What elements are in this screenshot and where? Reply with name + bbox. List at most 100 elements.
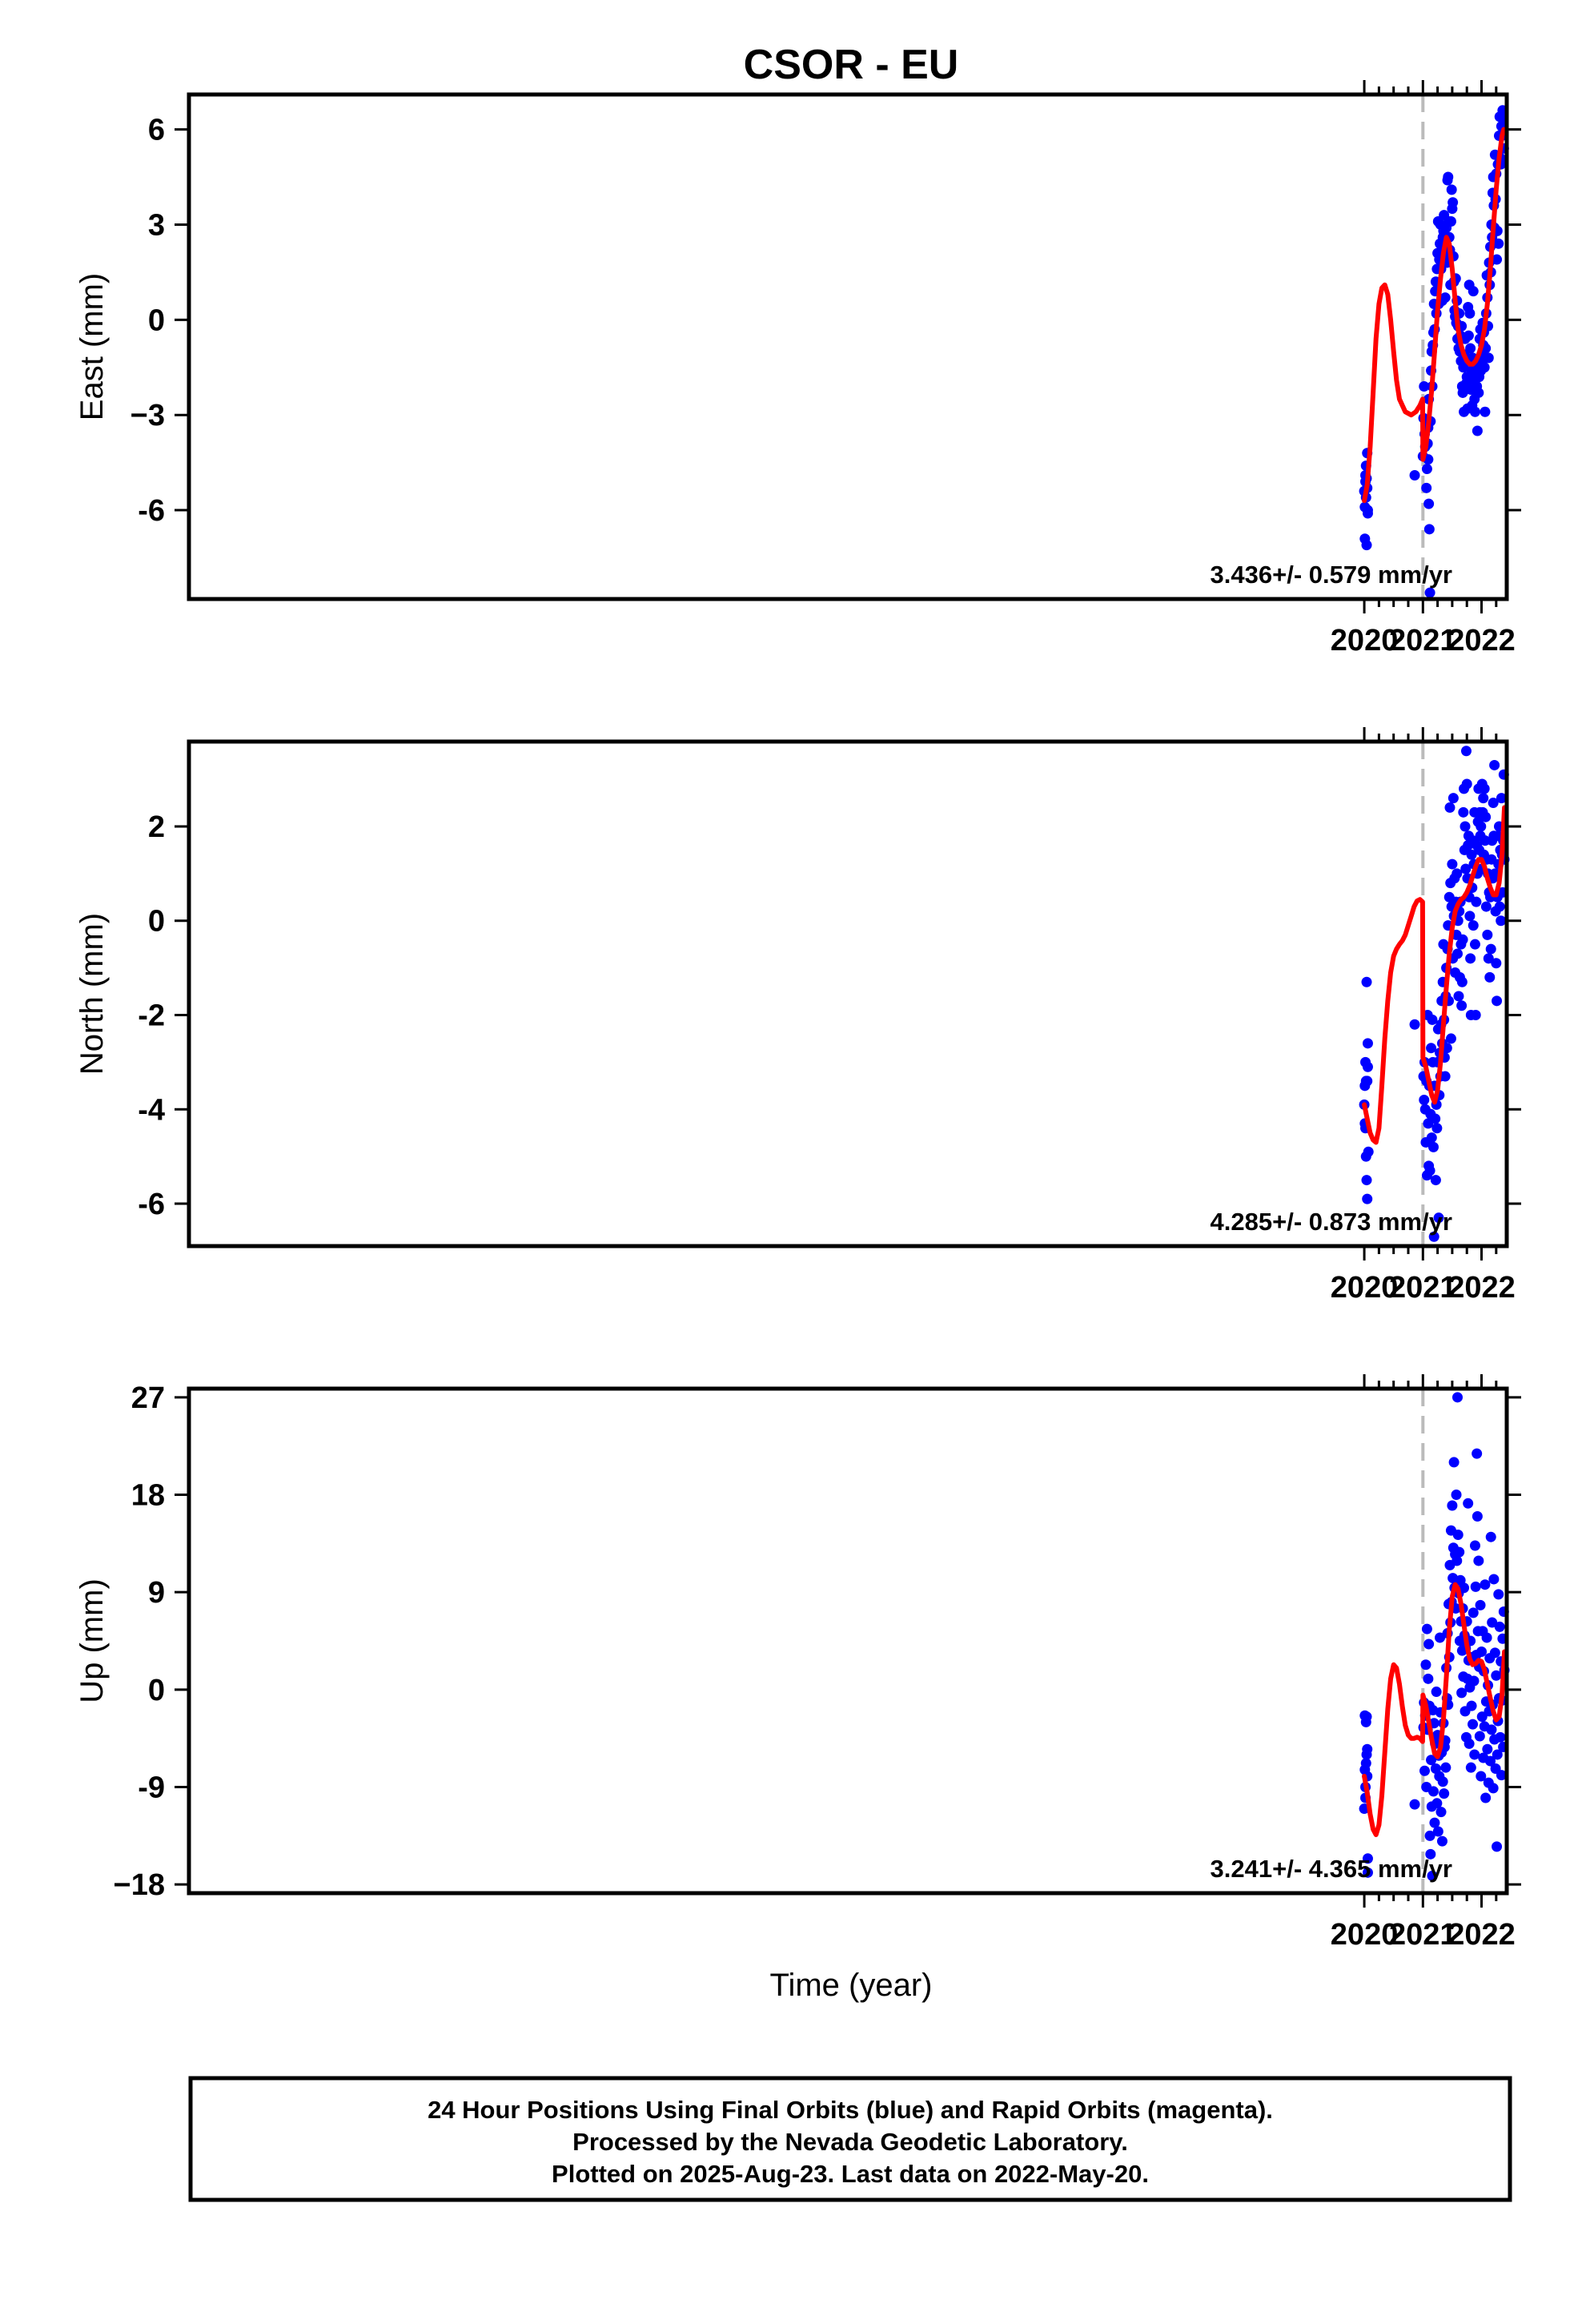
data-point: [1465, 343, 1476, 354]
data-point: [1424, 1165, 1435, 1176]
data-point: [1456, 1687, 1468, 1699]
data-point: [1446, 184, 1457, 195]
data-point: [1362, 1867, 1373, 1878]
data-point: [1421, 464, 1432, 475]
data-point: [1452, 948, 1463, 959]
data-point: [1423, 1673, 1434, 1684]
data-point: [1472, 1511, 1483, 1522]
y-tick-label: -6: [138, 1188, 165, 1221]
data-point: [1363, 1146, 1374, 1157]
x-tick-label: 2020: [1331, 1918, 1399, 1952]
data-point: [1427, 1786, 1439, 1797]
data-point: [1419, 1094, 1430, 1105]
x-tick-label: 2020: [1331, 1271, 1399, 1305]
y-tick-label: 0: [148, 905, 165, 939]
data-point: [1481, 1632, 1492, 1643]
data-point: [1409, 1019, 1420, 1030]
data-point: [1493, 1589, 1504, 1600]
model-fit-line: [1362, 127, 1507, 504]
data-point: [1430, 1113, 1441, 1124]
data-point: [1445, 1033, 1456, 1044]
data-point: [1453, 991, 1464, 1002]
data-point: [1484, 971, 1496, 983]
data-point: [1496, 793, 1507, 804]
data-point: [1447, 1500, 1458, 1511]
data-point: [1419, 381, 1430, 392]
data-point: [1361, 976, 1372, 987]
data-point: [1496, 1770, 1507, 1781]
data-point: [1478, 793, 1489, 804]
data-point: [1447, 858, 1458, 870]
data-point: [1465, 953, 1476, 964]
data-point: [1488, 1783, 1499, 1794]
footer-line-3: Plotted on 2025-Aug-23. Last data on 202…: [552, 2160, 1149, 2188]
data-point: [1464, 911, 1476, 922]
data-point: [1436, 1835, 1447, 1847]
data-point: [1448, 1457, 1460, 1468]
data-point: [1432, 1826, 1443, 1837]
data-point: [1493, 238, 1504, 249]
data-point: [1485, 1531, 1496, 1542]
data-point: [1480, 1579, 1491, 1590]
data-point: [1427, 1870, 1438, 1881]
y-tick-label: 9: [148, 1576, 165, 1610]
data-point: [1480, 901, 1492, 912]
data-point: [1469, 1540, 1480, 1551]
y-tick-label: 3: [148, 208, 165, 242]
data-point: [1424, 587, 1435, 598]
data-point: [1454, 1546, 1465, 1558]
x-tick-label: 2021: [1389, 1918, 1457, 1952]
data-point: [1441, 1043, 1452, 1054]
data-point: [1435, 1807, 1447, 1818]
data-point: [1464, 308, 1476, 319]
data-point: [1361, 1175, 1372, 1186]
x-tick-label: 2022: [1447, 1918, 1516, 1952]
data-point: [1423, 498, 1435, 509]
data-point: [1476, 821, 1487, 832]
data-point: [1361, 1711, 1372, 1723]
data-point: [1452, 1392, 1463, 1403]
y-tick-label: −3: [130, 399, 165, 432]
data-point: [1431, 1798, 1443, 1809]
data-point: [1456, 1000, 1468, 1011]
data-point: [1460, 863, 1472, 875]
data-point: [1361, 540, 1372, 551]
data-point: [1470, 1009, 1481, 1020]
data-point: [1473, 387, 1484, 398]
data-point: [1429, 1817, 1440, 1828]
data-point: [1472, 1448, 1483, 1459]
data-point: [1489, 1647, 1500, 1659]
data-point: [1362, 1743, 1373, 1755]
data-point: [1494, 1621, 1505, 1632]
data-point: [1427, 1141, 1439, 1152]
data-point: [1426, 1755, 1437, 1766]
data-point: [1472, 425, 1483, 436]
x-axis-label: Time (year): [770, 1968, 933, 2003]
data-point: [1482, 929, 1493, 940]
data-point: [1485, 943, 1496, 955]
data-point: [1423, 1638, 1435, 1650]
velocity-label: 4.285+/- 0.873 mm/yr: [1211, 1208, 1452, 1236]
y-tick-label: 0: [148, 1674, 165, 1707]
x-tick-label: 2020: [1331, 624, 1399, 657]
data-point: [1431, 1123, 1443, 1134]
data-point: [1492, 995, 1503, 1007]
data-point: [1491, 958, 1502, 969]
data-point: [1473, 1555, 1484, 1566]
data-point: [1458, 806, 1469, 818]
data-point: [1421, 482, 1432, 493]
data-point: [1431, 1687, 1442, 1698]
data-point: [1430, 1175, 1441, 1186]
plot-frame: [187, 1386, 1509, 1896]
data-point: [1483, 352, 1494, 364]
data-point: [1443, 171, 1454, 183]
data-point: [1433, 1212, 1444, 1224]
data-point: [1460, 746, 1472, 757]
x-tick-label: 2021: [1389, 1271, 1457, 1305]
data-point: [1439, 292, 1451, 304]
data-point: [1476, 1771, 1487, 1782]
data-point: [1362, 1193, 1373, 1204]
data-point: [1471, 896, 1482, 907]
